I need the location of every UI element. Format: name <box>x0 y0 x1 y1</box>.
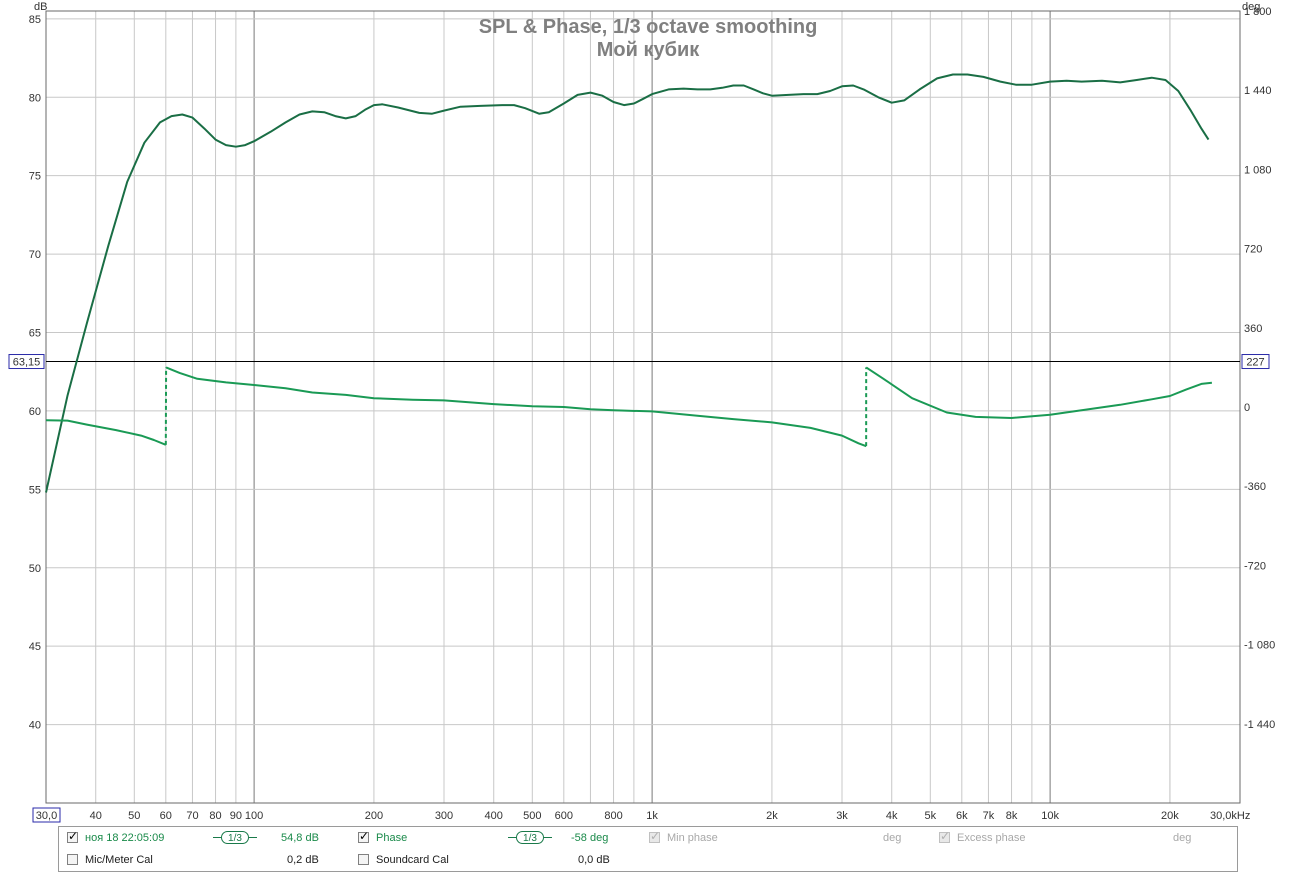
right-tick-label: 1 800 <box>1244 6 1272 18</box>
min-phase-label: Min phase <box>667 832 718 844</box>
x-tick-label: 50 <box>128 810 140 822</box>
axis-ticks: 40 45 50 55 60 65 70 75 80 85 1 800 1 440 1 080 720 36… <box>29 6 1275 823</box>
x-tick-label: 100 <box>245 810 263 822</box>
cursor-deg-box[interactable] <box>1241 354 1270 370</box>
spl-trace-label: ноя 18 22:05:09 <box>85 832 165 844</box>
x-tick-label: 500 <box>523 810 541 822</box>
cursor-deg-label: 227 <box>1246 357 1264 369</box>
right-tick-label: 360 <box>1244 323 1262 335</box>
chart-subtitle: Мой кубик <box>597 39 701 61</box>
chart-area[interactable]: 40 45 50 55 60 65 70 75 80 85 1 800 1 440 1 080 720 36… <box>0 0 1297 826</box>
series <box>45 73 1213 493</box>
x-tick-label: 80 <box>209 810 221 822</box>
legend-row-1: ноя 18 22:05:09 1/3 54,8 dB Phase 1/3 -5… <box>59 828 1237 848</box>
right-tick-label: -1 440 <box>1244 719 1275 731</box>
legend-panel: ноя 18 22:05:09 1/3 54,8 dB Phase 1/3 -5… <box>58 826 1238 872</box>
phase-checkbox[interactable] <box>358 829 369 843</box>
x-tick-label: 2k <box>766 810 778 822</box>
excess-phase-checkbox[interactable] <box>939 829 950 843</box>
x-tick-label: 30,0kHz <box>1210 810 1250 822</box>
chart-title: SPL & Phase, 1/3 octave smoothing <box>479 16 818 38</box>
left-tick-label: 75 <box>29 171 41 183</box>
right-tick-label: 720 <box>1244 244 1262 256</box>
left-tick-label: 85 <box>29 14 41 26</box>
soundcard-cal-checkbox[interactable] <box>358 854 369 865</box>
x-tick-label: 300 <box>435 810 453 822</box>
x-tick-label: 60 <box>160 810 172 822</box>
x-tick-label: 30,0 <box>36 810 57 822</box>
x-tick-label: 20k <box>1161 810 1179 822</box>
x-tick-label: 10k <box>1041 810 1059 822</box>
left-tick-label: 45 <box>29 641 41 653</box>
soundcard-cal-value: 0,0 dB <box>578 854 610 866</box>
left-tick-label: 40 <box>29 720 41 732</box>
x-tick-label: 600 <box>555 810 573 822</box>
mic-cal-value: 0,2 dB <box>287 854 319 866</box>
x-tick-label: 70 <box>186 810 198 822</box>
spl-checkbox[interactable] <box>67 829 78 843</box>
excess-phase-label: Excess phase <box>957 832 1026 844</box>
right-axis-unit: deg <box>1242 1 1260 13</box>
left-tick-label: 50 <box>29 563 41 575</box>
grid <box>46 11 1240 803</box>
x-tick-label: 400 <box>485 810 503 822</box>
min-phase-checkbox[interactable] <box>649 829 660 843</box>
spl-series-line <box>45 73 1210 493</box>
right-tick-label: 1 080 <box>1244 164 1272 176</box>
cursor-db-box[interactable] <box>8 354 45 370</box>
left-tick-label: 70 <box>29 249 41 261</box>
x-range-start-box[interactable] <box>32 807 61 823</box>
x-tick-label: 5k <box>924 810 936 822</box>
left-tick-label: 65 <box>29 328 41 340</box>
plot-frame <box>45 10 1241 804</box>
phase-value: -58 deg <box>571 832 609 844</box>
x-tick-label: 800 <box>604 810 622 822</box>
phase-series-line <box>865 366 1213 419</box>
soundcard-cal-label: Soundcard Cal <box>376 854 449 866</box>
left-axis-unit: dB <box>34 1 47 13</box>
right-tick-label: -720 <box>1244 560 1266 572</box>
phase-trace-label: Phase <box>376 832 408 844</box>
phase-smoothing-selector[interactable]: 1/3 <box>508 831 552 844</box>
phase-series-line <box>45 419 167 446</box>
right-tick-label: -360 <box>1244 481 1266 493</box>
min-phase-unit: deg <box>883 832 902 844</box>
cursor[interactable]: 63,15 227 <box>8 354 1270 370</box>
x-tick-label: 90 <box>230 810 242 822</box>
x-tick-label: 40 <box>90 810 102 822</box>
left-tick-label: 60 <box>29 406 41 418</box>
x-tick-label: 7k <box>983 810 995 822</box>
right-tick-label: 0 <box>1244 402 1250 414</box>
mic-cal-label: Mic/Meter Cal <box>85 854 153 866</box>
right-tick-label: -1 080 <box>1244 640 1275 652</box>
spl-smoothing-selector[interactable]: 1/3 <box>213 831 257 844</box>
mic-cal-checkbox[interactable] <box>67 854 78 865</box>
cursor-db-label: 63,15 <box>13 357 41 369</box>
right-tick-label: 1 440 <box>1244 85 1272 97</box>
x-tick-label: 1k <box>646 810 658 822</box>
excess-phase-unit: deg <box>1173 832 1192 844</box>
left-tick-label: 55 <box>29 484 41 496</box>
x-tick-label: 6k <box>956 810 968 822</box>
left-tick-label: 80 <box>29 92 41 104</box>
x-tick-label: 200 <box>365 810 383 822</box>
x-tick-label: 3k <box>836 810 848 822</box>
legend-row-2: Mic/Meter Cal 0,2 dB Soundcard Cal 0,0 d… <box>59 850 1237 870</box>
spl-value: 54,8 dB <box>281 832 319 844</box>
x-tick-label: 4k <box>886 810 898 822</box>
x-tick-label: 8k <box>1006 810 1018 822</box>
phase-series-line <box>165 366 867 448</box>
